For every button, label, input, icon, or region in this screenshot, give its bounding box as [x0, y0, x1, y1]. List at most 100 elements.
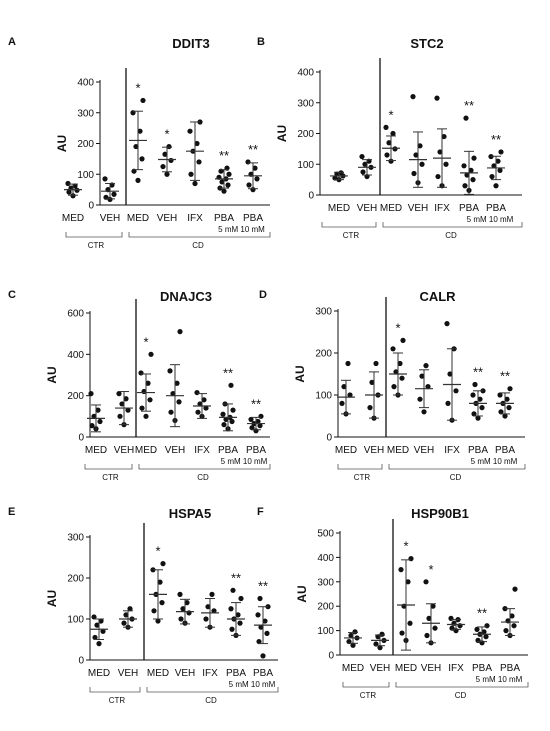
data-point: [220, 411, 226, 417]
x-tick-label: PBA: [472, 663, 492, 674]
data-point: [246, 182, 252, 188]
ctr-label: CTR: [354, 473, 371, 482]
data-point: [228, 606, 234, 612]
significance-marker: **: [258, 579, 268, 594]
data-point: [162, 151, 168, 157]
data-point: [97, 418, 103, 425]
ctr-label: CTR: [102, 473, 119, 482]
significance-marker: *: [428, 562, 433, 577]
y-axis-label: AU: [45, 590, 59, 607]
data-point: [399, 375, 405, 381]
data-point: [221, 422, 227, 428]
y-tick-label: 300: [315, 307, 332, 318]
data-point: [209, 591, 215, 598]
data-point: [203, 405, 209, 411]
data-point: [160, 163, 166, 170]
chart-title: HSPA5: [169, 506, 211, 521]
dose-labels: 5 mM 10 mM: [467, 215, 514, 224]
data-point: [424, 632, 430, 639]
data-point: [384, 152, 390, 158]
cd-label: CD: [445, 231, 457, 240]
data-point: [91, 413, 97, 419]
ctr-bracket: [89, 687, 141, 693]
significance-marker: **: [251, 396, 261, 411]
cd-bracket: [146, 687, 279, 693]
data-point: [111, 191, 117, 197]
data-point: [139, 156, 145, 162]
x-tick-label: MED: [135, 445, 157, 456]
x-tick-label: MED: [342, 663, 364, 674]
significance-marker: *: [395, 320, 400, 335]
y-tick-label: 0: [328, 651, 334, 662]
data-point: [138, 370, 144, 376]
data-point: [252, 165, 258, 171]
significance-marker: **: [464, 98, 474, 113]
data-point: [362, 161, 368, 167]
y-tick-label: 0: [78, 656, 84, 667]
data-point: [257, 423, 263, 429]
dose-labels: 5 mM 10 mM: [221, 457, 268, 466]
significance-marker: **: [500, 369, 510, 384]
x-tick-label: MED: [335, 445, 357, 456]
y-tick-label: 500: [317, 529, 334, 540]
ctr-bracket: [65, 232, 123, 238]
x-tick-label: IFX: [434, 203, 450, 214]
y-axis-label: AU: [55, 135, 69, 152]
data-point: [373, 360, 379, 367]
x-tick-label: MED: [62, 213, 84, 224]
dose-labels: 5 mM 10 mM: [476, 675, 523, 684]
data-point: [196, 159, 202, 165]
data-point: [449, 625, 455, 631]
ctr-label: CTR: [88, 241, 105, 250]
data-point: [483, 634, 489, 640]
data-point: [168, 157, 174, 164]
data-point: [117, 413, 123, 419]
data-point: [479, 405, 485, 411]
data-point: [184, 600, 190, 606]
y-tick-label: 0: [326, 433, 332, 444]
data-point: [170, 391, 176, 397]
y-tick-label: 400: [67, 350, 84, 361]
data-point: [66, 189, 72, 195]
data-point: [127, 606, 133, 612]
data-point: [248, 416, 254, 423]
data-point: [348, 632, 354, 639]
y-axis-label: AU: [275, 125, 289, 142]
data-point: [157, 579, 163, 585]
data-point: [413, 152, 419, 158]
cd-bracket: [128, 232, 271, 238]
data-point: [423, 579, 429, 585]
data-point: [262, 618, 268, 624]
panel-letter: B: [257, 36, 265, 48]
ctr-label: CTR: [343, 231, 360, 240]
data-point: [352, 629, 358, 635]
data-point: [435, 173, 441, 180]
data-point: [177, 329, 183, 335]
data-point: [228, 382, 234, 388]
x-tick-label: MED: [85, 445, 107, 456]
data-point: [100, 628, 106, 634]
data-point: [441, 133, 447, 140]
data-point: [164, 171, 170, 177]
data-point: [512, 586, 518, 592]
y-tick-label: 400: [317, 553, 334, 564]
significance-marker: *: [155, 544, 160, 559]
data-point: [221, 188, 227, 194]
data-point: [254, 176, 260, 182]
data-point: [74, 187, 80, 193]
data-point: [257, 595, 263, 602]
data-point: [168, 409, 174, 415]
x-tick-label: VEH: [165, 445, 186, 456]
data-point: [448, 615, 454, 622]
data-point: [223, 416, 229, 423]
data-point: [188, 171, 194, 177]
panel-letter: A: [8, 36, 16, 48]
data-point: [411, 170, 417, 177]
data-point: [397, 360, 403, 367]
data-point: [140, 97, 146, 104]
data-point: [225, 182, 231, 188]
data-point: [195, 409, 201, 415]
